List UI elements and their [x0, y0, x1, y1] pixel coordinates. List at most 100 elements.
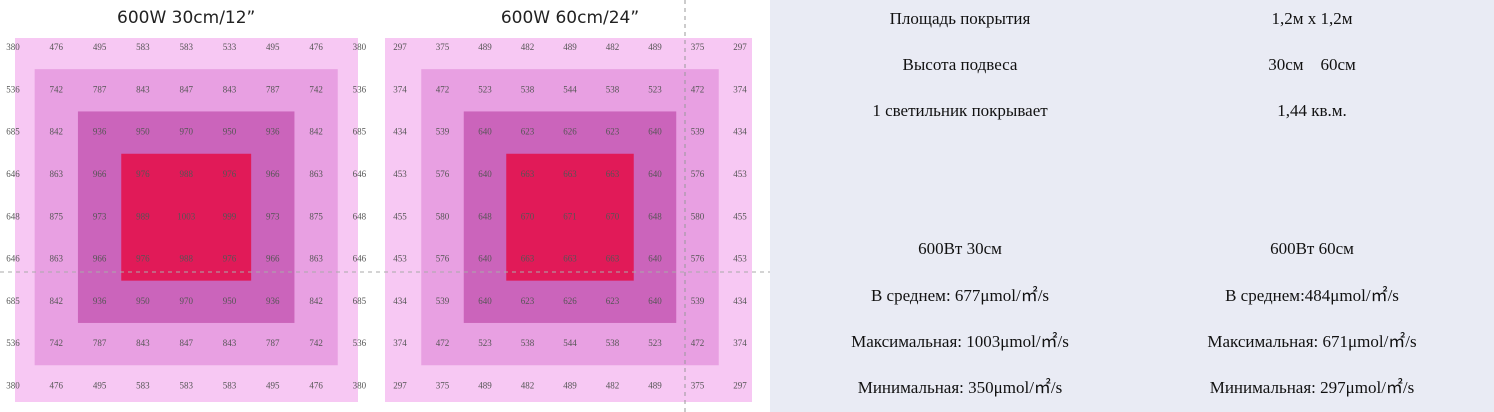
map-title: 600W 60cm/24”	[501, 8, 639, 28]
ppfd-value: 374	[393, 84, 407, 94]
ppfd-value: 453	[393, 169, 407, 179]
ppfd-value: 539	[691, 296, 705, 306]
ppfd-value: 583	[223, 380, 237, 390]
ppfd-value: 663	[521, 169, 535, 179]
ppfd-value: 495	[266, 42, 280, 52]
ppfd-value: 297	[733, 42, 747, 52]
ppfd-value: 646	[6, 169, 20, 179]
ppfd-value: 375	[691, 42, 705, 52]
ppfd-value: 646	[6, 254, 20, 264]
ppfd-value: 936	[93, 296, 107, 306]
ppfd-value: 663	[606, 169, 620, 179]
ppfd-value: 843	[136, 84, 150, 94]
ppfd-value: 495	[93, 42, 107, 52]
ppfd-value: 626	[563, 296, 577, 306]
ppfd-value: 482	[606, 42, 620, 52]
ppfd-value: 482	[521, 42, 535, 52]
ppfd-value: 453	[393, 254, 407, 264]
ppfd-value: 536	[6, 84, 20, 94]
ppfd-value: 648	[353, 211, 367, 221]
ppfd-value: 966	[93, 254, 107, 264]
ppfd-value: 875	[50, 211, 64, 221]
ppfd-value: 489	[648, 42, 662, 52]
ppfd-value: 489	[563, 380, 577, 390]
ppfd-value: 434	[393, 296, 407, 306]
ppfd-value: 863	[309, 254, 323, 264]
spec-text: Высота подвеса	[903, 55, 1018, 74]
ppfd-value: 842	[309, 127, 323, 137]
ppfd-value: 970	[179, 296, 193, 306]
ppfd-value: 626	[563, 127, 577, 137]
ppfd-value: 544	[563, 338, 577, 348]
ppfd-value: 787	[266, 84, 280, 94]
ppfd-value: 950	[136, 127, 150, 137]
ppfd-value: 742	[309, 84, 323, 94]
ppfd-value: 455	[733, 211, 747, 221]
ppfd-value: 973	[93, 211, 107, 221]
ppfd-value: 523	[648, 338, 662, 348]
ppfd-value: 989	[136, 211, 150, 221]
ppfd-value: 489	[648, 380, 662, 390]
ppfd-value: 847	[179, 338, 193, 348]
ppfd-value: 380	[6, 380, 20, 390]
ppfd-value: 472	[691, 338, 705, 348]
ppfd-value: 670	[521, 211, 535, 221]
ppfd-value: 536	[6, 338, 20, 348]
ppfd-value: 297	[393, 380, 407, 390]
ppfd-value: 434	[393, 127, 407, 137]
ppfd-value: 576	[691, 169, 705, 179]
ppfd-value: 863	[309, 169, 323, 179]
ppfd-value: 374	[393, 338, 407, 348]
spec-text: 1,44 кв.м.	[1277, 101, 1347, 120]
ppfd-value: 663	[563, 254, 577, 264]
zone-3	[506, 153, 634, 281]
ppfd-value: 374	[733, 338, 747, 348]
ppfd-value: 742	[50, 338, 64, 348]
ppfd-value: 640	[478, 169, 492, 179]
ppfd-value: 580	[691, 211, 705, 221]
result-text: Минимальная: 350μmol/㎡/s	[858, 378, 1063, 397]
ppfd-value: 538	[606, 338, 620, 348]
ppfd-value: 583	[136, 42, 150, 52]
ppfd-value: 742	[50, 84, 64, 94]
ppfd-value: 670	[606, 211, 620, 221]
ppfd-value: 842	[309, 296, 323, 306]
ppfd-value: 583	[179, 380, 193, 390]
spec-text: 1,2м х 1,2м	[1271, 9, 1352, 28]
ppfd-value: 685	[6, 127, 20, 137]
ppfd-value: 966	[93, 169, 107, 179]
ppfd-value: 580	[436, 211, 450, 221]
ppfd-value: 434	[733, 296, 747, 306]
ppfd-value: 523	[478, 84, 492, 94]
ppfd-value: 523	[648, 84, 662, 94]
ppfd-value: 495	[93, 380, 107, 390]
ppfd-value: 375	[691, 380, 705, 390]
ppfd-value: 297	[733, 380, 747, 390]
ppfd-value: 640	[648, 169, 662, 179]
ppfd-value: 671	[563, 211, 577, 221]
ppfd-value: 539	[436, 127, 450, 137]
ppfd-value: 476	[309, 380, 323, 390]
ppfd-value: 648	[648, 211, 662, 221]
ppfd-value: 787	[266, 338, 280, 348]
ppfd-value: 623	[606, 296, 620, 306]
result-text: В среднем:484μmol/㎡/s	[1225, 286, 1399, 305]
ppfd-value: 380	[353, 380, 367, 390]
ppfd-value: 787	[93, 84, 107, 94]
ppfd-value: 640	[478, 127, 492, 137]
ppfd-value: 685	[353, 127, 367, 137]
map-title: 600W 30cm/12”	[117, 8, 255, 28]
ppfd-value: 536	[353, 84, 367, 94]
ppfd-value: 966	[266, 254, 280, 264]
ppfd-value: 663	[563, 169, 577, 179]
info-panel	[770, 0, 1494, 412]
ppfd-value: 623	[521, 127, 535, 137]
ppfd-value: 576	[436, 169, 450, 179]
ppfd-value: 646	[353, 254, 367, 264]
ppfd-value: 640	[478, 296, 492, 306]
ppfd-value: 380	[6, 42, 20, 52]
ppfd-value: 482	[521, 380, 535, 390]
result-text: Минимальная: 297μmol/㎡/s	[1210, 378, 1415, 397]
ppfd-value: 976	[223, 254, 237, 264]
ppfd-value: 623	[606, 127, 620, 137]
